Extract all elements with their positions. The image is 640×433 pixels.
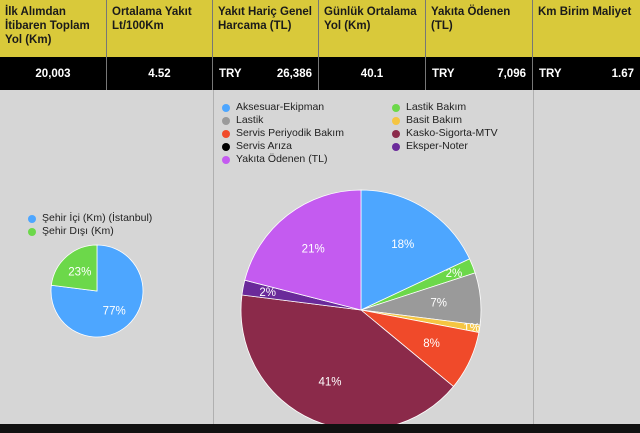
kpi-km-unit-cost: Km Birim Maliyet TRY 1.67: [533, 0, 640, 90]
kpi-total-distance: İlk Alımdan İtibaren Toplam Yol (Km) 20,…: [0, 0, 107, 90]
legend-swatch: [392, 116, 400, 125]
legend-item: Yakıta Ödenen (TL): [222, 153, 344, 166]
slice-label: 8%: [423, 338, 440, 350]
legend-item: Kasko-Sigorta-MTV: [392, 127, 498, 140]
legend-item: Şehir Dışı (Km): [28, 225, 152, 238]
pie-slice: [50, 244, 98, 292]
legend-label: Yakıta Ödenen (TL): [236, 153, 328, 165]
kpi-header: Yakıta Ödenen (TL): [426, 0, 532, 57]
expense-pie-legend-left: Aksesuar-Ekipman Lastik Servis Periyodik…: [222, 101, 344, 166]
slice-label: 18%: [391, 239, 414, 251]
column-divider: [533, 90, 534, 424]
legend-swatch: [222, 116, 230, 125]
legend-swatch: [222, 142, 230, 151]
kpi-expense-excl-fuel: Yakıt Hariç Genel Harcama (TL) TRY 26,386: [213, 0, 319, 90]
kpi-value: 26,386: [276, 67, 312, 80]
legend-swatch: [222, 155, 230, 164]
slice-label: 77%: [103, 306, 126, 318]
pie-slice: [360, 189, 471, 311]
legend-item: Eksper-Noter: [392, 140, 498, 153]
kpi-currency: TRY: [219, 67, 242, 80]
legend-item: Şehir İçi (Km) (İstanbul): [28, 212, 152, 225]
kpi-header: Yakıt Hariç Genel Harcama (TL): [213, 0, 318, 57]
pie-slice: [244, 189, 362, 311]
trip-pie-legend: Şehir İçi (Km) (İstanbul) Şehir Dışı (Km…: [28, 212, 152, 238]
legend-item: Lastik: [222, 114, 344, 127]
kpi-value: 40.1: [360, 67, 384, 80]
pie-slice: [240, 294, 455, 431]
kpi-header: Ortalama Yakıt Lt/100Km: [107, 0, 212, 57]
slice-label: 7%: [430, 298, 447, 310]
kpi-value: 20,003: [35, 67, 71, 80]
legend-item: Aksesuar-Ekipman: [222, 101, 344, 114]
slice-label: 41%: [319, 377, 342, 389]
legend-swatch: [28, 227, 36, 236]
kpi-currency: TRY: [432, 67, 455, 80]
legend-item: Servis Arıza: [222, 140, 344, 153]
column-divider: [213, 90, 214, 424]
kpi-header: Km Birim Maliyet: [533, 0, 640, 57]
slice-label: 21%: [302, 243, 325, 255]
legend-swatch: [222, 103, 230, 112]
slice-label: 23%: [68, 266, 91, 278]
legend-item: Basit Bakım: [392, 114, 498, 127]
kpi-value: 4.52: [148, 67, 171, 80]
kpi-avg-fuel: Ortalama Yakıt Lt/100Km 4.52: [107, 0, 213, 90]
slice-label: 2%: [446, 268, 463, 280]
legend-item: Lastik Bakım: [392, 101, 498, 114]
bottom-bar: [0, 424, 640, 433]
expense-breakdown-pie: 18%2%7%1%8%41%2%21%: [240, 189, 482, 431]
kpi-header: Günlük Ortalama Yol (Km): [319, 0, 425, 57]
kpi-strip: İlk Alımdan İtibaren Toplam Yol (Km) 20,…: [0, 0, 640, 90]
legend-swatch: [222, 129, 230, 138]
kpi-header: İlk Alımdan İtibaren Toplam Yol (Km): [0, 0, 106, 57]
legend-label: Servis Periyodik Bakım: [236, 127, 344, 139]
kpi-currency: TRY: [539, 67, 562, 80]
legend-label: Şehir İçi (Km) (İstanbul): [42, 212, 153, 224]
kpi-value: 1.67: [611, 67, 634, 80]
legend-label: Şehir Dışı (Km): [42, 225, 114, 237]
legend-label: Lastik Bakım: [406, 101, 467, 113]
kpi-daily-avg-distance: Günlük Ortalama Yol (Km) 40.1: [319, 0, 426, 90]
kpi-value: 7,096: [497, 67, 526, 80]
legend-label: Servis Arıza: [236, 140, 293, 152]
legend-label: Kasko-Sigorta-MTV: [406, 127, 498, 139]
expense-pie-legend-right: Lastik Bakım Basit Bakım Kasko-Sigorta-M…: [392, 101, 498, 153]
legend-swatch: [392, 103, 400, 112]
legend-label: Eksper-Noter: [406, 140, 468, 152]
trip-distance-pie: 77% 23%: [50, 244, 144, 338]
legend-swatch: [392, 129, 400, 138]
kpi-fuel-paid: Yakıta Ödenen (TL) TRY 7,096: [426, 0, 533, 90]
legend-swatch: [392, 142, 400, 151]
legend-label: Basit Bakım: [406, 114, 463, 126]
legend-label: Lastik: [236, 114, 264, 126]
legend-item: Servis Periyodik Bakım: [222, 127, 344, 140]
legend-label: Aksesuar-Ekipman: [236, 101, 325, 113]
legend-swatch: [28, 214, 36, 223]
slice-label: 2%: [259, 287, 276, 299]
